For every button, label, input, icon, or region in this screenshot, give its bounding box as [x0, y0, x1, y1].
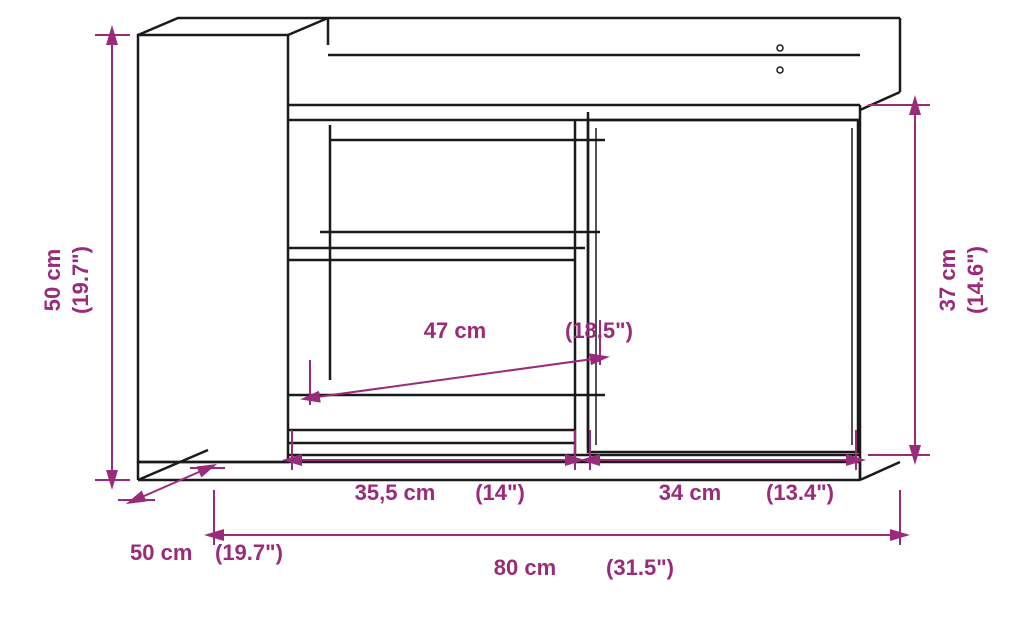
dimensions: 50 cm (19.7") 37 cm (14.6") 47 cm (18.5"… [40, 35, 988, 580]
dim-height-left-cm: 50 cm [40, 249, 65, 311]
dim-height-left-in: (19.7") [68, 246, 93, 314]
dim-width-cm: 80 cm [494, 555, 556, 580]
dim-height-right-in: (14.6") [963, 246, 988, 314]
dim-depth-inner-in: (18.5") [565, 318, 633, 343]
dim-shelf-right-cm: 34 cm [659, 480, 721, 505]
dim-depth-cm: 50 cm [130, 540, 192, 565]
dim-width-in: (31.5") [606, 555, 674, 580]
dim-shelf-left-in: (14") [475, 480, 525, 505]
dim-depth-inner-cm: 47 cm [424, 318, 486, 343]
dim-shelf-right-in: (13.4") [766, 480, 834, 505]
dim-height-right-cm: 37 cm [935, 249, 960, 311]
product-outline [138, 18, 900, 480]
diagram-canvas: 50 cm (19.7") 37 cm (14.6") 47 cm (18.5"… [0, 0, 1020, 622]
dim-depth-in: (19.7") [215, 540, 283, 565]
dim-shelf-left-cm: 35,5 cm [355, 480, 436, 505]
